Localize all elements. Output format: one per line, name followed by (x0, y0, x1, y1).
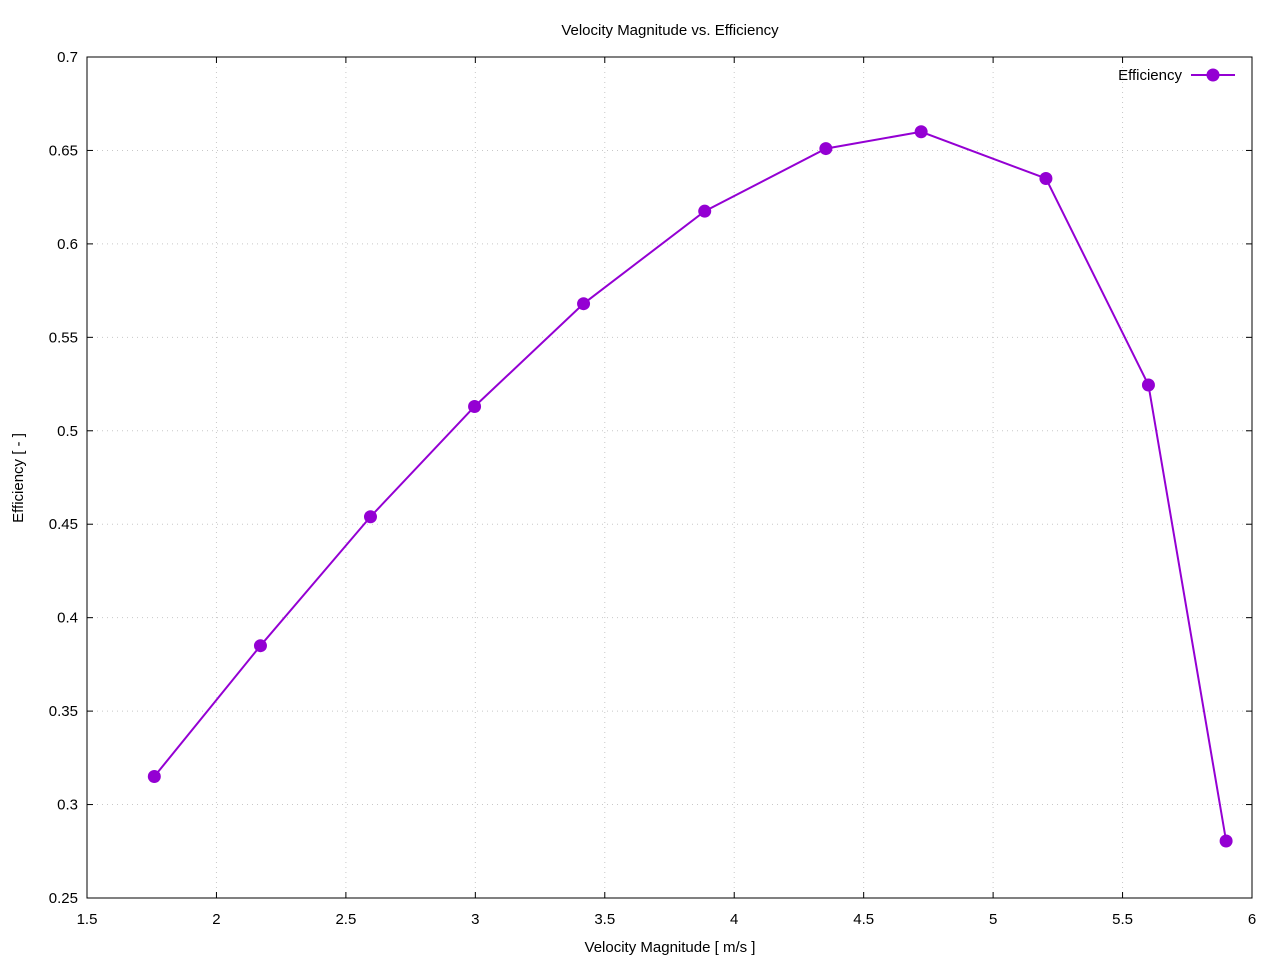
y-tick-label: 0.3 (57, 797, 78, 814)
x-tick-label: 4.5 (853, 911, 874, 928)
data-point (1141, 378, 1155, 392)
series-layer (147, 125, 1233, 848)
x-tick-label: 3 (471, 911, 479, 928)
y-tick-label: 0.35 (49, 703, 78, 720)
x-tick-label: 5.5 (1112, 911, 1133, 928)
y-tick-label: 0.7 (57, 49, 78, 66)
y-tick-label: 0.4 (57, 610, 78, 627)
chart-title: Velocity Magnitude vs. Efficiency (561, 22, 779, 39)
data-point (253, 639, 267, 653)
x-tick-label: 2.5 (335, 911, 356, 928)
plot-frame (86, 56, 1253, 899)
x-tick-label: 1.5 (77, 911, 98, 928)
series-0 (147, 125, 1233, 848)
legend-marker (1206, 68, 1220, 82)
data-point (914, 125, 928, 139)
y-tick-label: 0.45 (49, 516, 78, 533)
series-line (153, 130, 1228, 842)
legend-label: Efficiency (1118, 67, 1182, 84)
x-tick-label: 6 (1248, 911, 1256, 928)
x-axis-title: Velocity Magnitude [ m/s ] (585, 939, 756, 956)
y-tick-label: 0.6 (57, 236, 78, 253)
data-point (363, 510, 377, 524)
data-point (147, 770, 161, 784)
data-point (1039, 171, 1053, 185)
y-axis-title: Efficiency [ - ] (10, 433, 27, 523)
y-tick-label: 0.25 (49, 890, 78, 907)
y-tick-label: 0.65 (49, 142, 78, 159)
x-tick-label: 5 (989, 911, 997, 928)
data-point (1219, 834, 1233, 848)
axes: 1.5 2 2.5 3 3.5 4 4.5 5 5.5 6 0.25 0.3 0.35 0.4 0.45 0.… (49, 49, 1256, 928)
data-point (698, 204, 712, 218)
data-point (468, 399, 482, 413)
x-tick-label: 4 (730, 911, 738, 928)
y-tick-label: 0.55 (49, 329, 78, 346)
data-point (819, 142, 833, 156)
data-point (577, 297, 591, 311)
grid-lines (87, 57, 1252, 898)
x-tick-label: 3.5 (594, 911, 615, 928)
legend: Efficiency (1118, 67, 1235, 84)
y-tick-label: 0.5 (57, 423, 78, 440)
x-tick-label: 2 (212, 911, 220, 928)
